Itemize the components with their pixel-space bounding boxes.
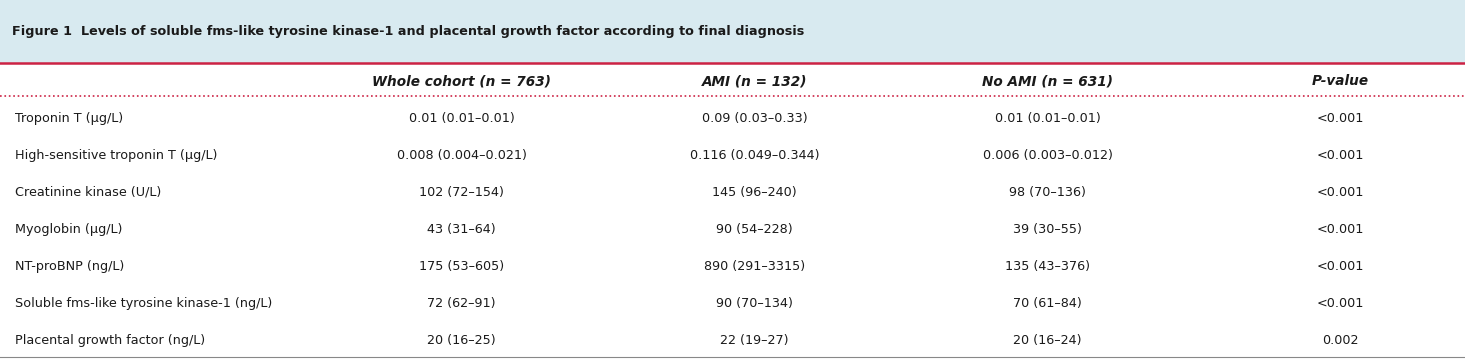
Text: 39 (30–55): 39 (30–55) xyxy=(1012,223,1083,236)
Text: 0.01 (0.01–0.01): 0.01 (0.01–0.01) xyxy=(409,112,514,125)
Text: 0.116 (0.049–0.344): 0.116 (0.049–0.344) xyxy=(690,149,819,162)
Text: 98 (70–136): 98 (70–136) xyxy=(1009,186,1086,199)
Text: <0.001: <0.001 xyxy=(1317,112,1364,125)
Text: <0.001: <0.001 xyxy=(1317,260,1364,273)
Text: Whole cohort (n = 763): Whole cohort (n = 763) xyxy=(372,74,551,88)
Text: AMI (n = 132): AMI (n = 132) xyxy=(702,74,807,88)
Text: 43 (31–64): 43 (31–64) xyxy=(428,223,495,236)
Text: 72 (62–91): 72 (62–91) xyxy=(428,297,495,310)
Text: 20 (16–25): 20 (16–25) xyxy=(428,334,495,347)
Text: 102 (72–154): 102 (72–154) xyxy=(419,186,504,199)
Text: 0.006 (0.003–0.012): 0.006 (0.003–0.012) xyxy=(983,149,1112,162)
Text: 22 (19–27): 22 (19–27) xyxy=(721,334,788,347)
Text: 20 (16–24): 20 (16–24) xyxy=(1014,334,1081,347)
Bar xyxy=(0,0,1465,63)
Text: Creatinine kinase (U/L): Creatinine kinase (U/L) xyxy=(15,186,161,199)
Text: 0.09 (0.03–0.33): 0.09 (0.03–0.33) xyxy=(702,112,807,125)
Text: <0.001: <0.001 xyxy=(1317,149,1364,162)
Text: 90 (70–134): 90 (70–134) xyxy=(716,297,793,310)
Text: <0.001: <0.001 xyxy=(1317,297,1364,310)
Text: 0.008 (0.004–0.021): 0.008 (0.004–0.021) xyxy=(397,149,526,162)
Text: P-value: P-value xyxy=(1313,74,1368,88)
Text: <0.001: <0.001 xyxy=(1317,186,1364,199)
Text: High-sensitive troponin T (μg/L): High-sensitive troponin T (μg/L) xyxy=(15,149,217,162)
Text: Placental growth factor (ng/L): Placental growth factor (ng/L) xyxy=(15,334,205,347)
Text: Myoglobin (μg/L): Myoglobin (μg/L) xyxy=(15,223,122,236)
Text: 0.002: 0.002 xyxy=(1323,334,1358,347)
Text: Troponin T (μg/L): Troponin T (μg/L) xyxy=(15,112,123,125)
Text: 890 (291–3315): 890 (291–3315) xyxy=(703,260,806,273)
Text: Soluble fms-like tyrosine kinase-1 (ng/L): Soluble fms-like tyrosine kinase-1 (ng/L… xyxy=(15,297,272,310)
Text: Figure 1  Levels of soluble fms-like tyrosine kinase-1 and placental growth fact: Figure 1 Levels of soluble fms-like tyro… xyxy=(12,25,804,38)
Text: 90 (54–228): 90 (54–228) xyxy=(716,223,793,236)
Text: 0.01 (0.01–0.01): 0.01 (0.01–0.01) xyxy=(995,112,1100,125)
Text: 70 (61–84): 70 (61–84) xyxy=(1014,297,1081,310)
Text: 145 (96–240): 145 (96–240) xyxy=(712,186,797,199)
Text: No AMI (n = 631): No AMI (n = 631) xyxy=(982,74,1113,88)
Text: 135 (43–376): 135 (43–376) xyxy=(1005,260,1090,273)
Text: <0.001: <0.001 xyxy=(1317,223,1364,236)
Text: 175 (53–605): 175 (53–605) xyxy=(419,260,504,273)
Text: NT-proBNP (ng/L): NT-proBNP (ng/L) xyxy=(15,260,125,273)
